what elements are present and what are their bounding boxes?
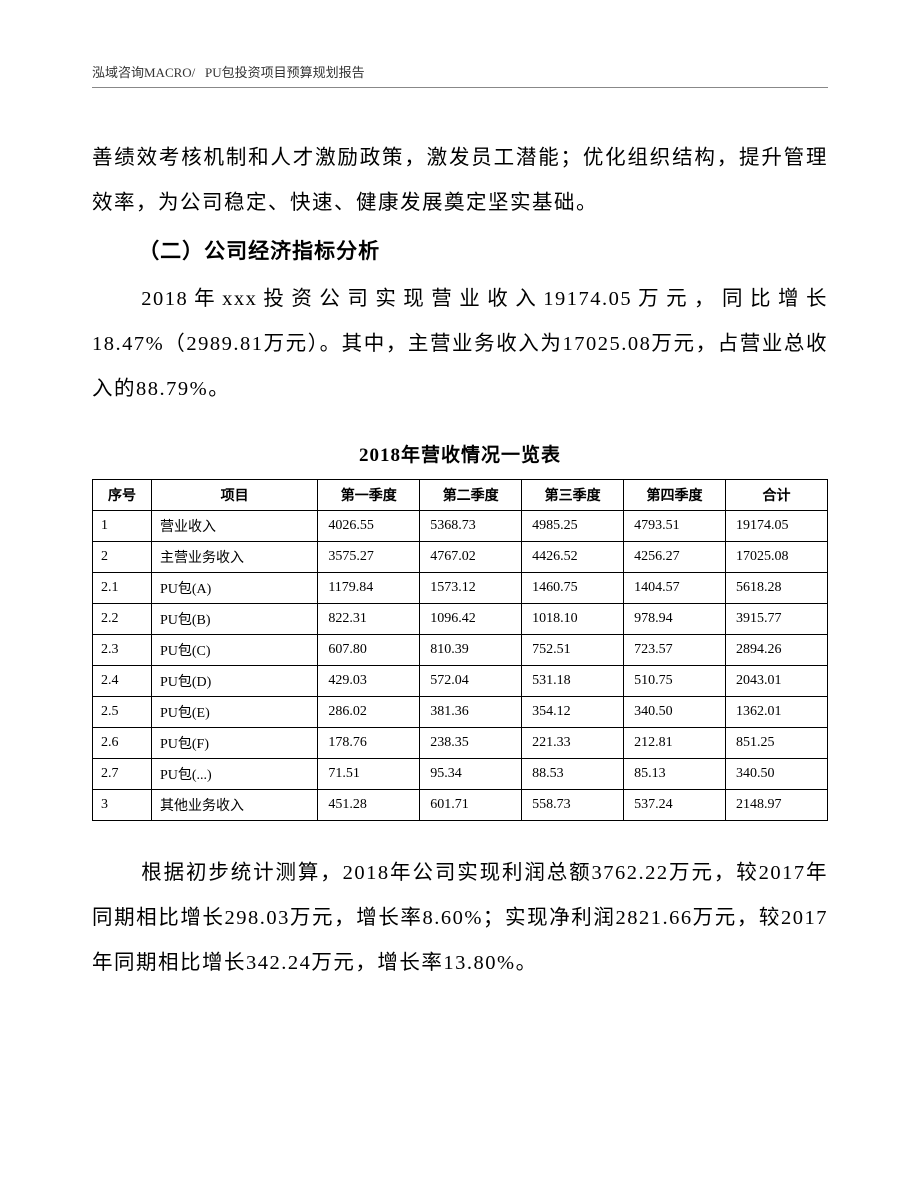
table-cell-item: PU包(B): [152, 603, 318, 634]
table-cell-q3: 4426.52: [522, 541, 624, 572]
th-q3: 第三季度: [522, 479, 624, 510]
table-cell-q2: 1096.42: [420, 603, 522, 634]
table-cell-item: 其他业务收入: [152, 789, 318, 820]
table-cell-q3: 1018.10: [522, 603, 624, 634]
table-cell-q1: 822.31: [318, 603, 420, 634]
table-cell-q3: 1460.75: [522, 572, 624, 603]
paragraph-1: 善绩效考核机制和人才激励政策，激发员工潜能；优化组织结构，提升管理效率，为公司稳…: [92, 136, 828, 226]
table-cell-item: PU包(C): [152, 634, 318, 665]
table-cell-q1: 451.28: [318, 789, 420, 820]
table-cell-q4: 978.94: [624, 603, 726, 634]
table-row: 2.2PU包(B)822.311096.421018.10978.943915.…: [93, 603, 828, 634]
table-cell-q3: 531.18: [522, 665, 624, 696]
table-cell-q2: 1573.12: [420, 572, 522, 603]
table-cell-q3: 221.33: [522, 727, 624, 758]
table-cell-q3: 558.73: [522, 789, 624, 820]
table-cell-q3: 354.12: [522, 696, 624, 727]
table-cell-q1: 178.76: [318, 727, 420, 758]
table-cell-total: 5618.28: [726, 572, 828, 603]
header-company: 泓域咨询MACRO/: [92, 65, 195, 80]
table-cell-q2: 238.35: [420, 727, 522, 758]
table-cell-q2: 5368.73: [420, 510, 522, 541]
table-cell-q2: 572.04: [420, 665, 522, 696]
table-cell-q2: 381.36: [420, 696, 522, 727]
table-cell-item: 主营业务收入: [152, 541, 318, 572]
page-header: 泓域咨询MACRO/ PU包投资项目预算规划报告: [92, 62, 828, 81]
th-total: 合计: [726, 479, 828, 510]
table-cell-total: 2148.97: [726, 789, 828, 820]
table-row: 2.4PU包(D)429.03572.04531.18510.752043.01: [93, 665, 828, 696]
table-cell-seq: 1: [93, 510, 152, 541]
table-cell-seq: 2.6: [93, 727, 152, 758]
table-row: 2.1PU包(A)1179.841573.121460.751404.57561…: [93, 572, 828, 603]
table-cell-item: PU包(F): [152, 727, 318, 758]
table-cell-total: 2043.01: [726, 665, 828, 696]
table-row: 1营业收入4026.555368.734985.254793.5119174.0…: [93, 510, 828, 541]
table-cell-q2: 810.39: [420, 634, 522, 665]
table-cell-q1: 3575.27: [318, 541, 420, 572]
table-cell-total: 851.25: [726, 727, 828, 758]
table-cell-q4: 85.13: [624, 758, 726, 789]
table-cell-item: PU包(A): [152, 572, 318, 603]
table-row: 2.6PU包(F)178.76238.35221.33212.81851.25: [93, 727, 828, 758]
table-cell-q4: 723.57: [624, 634, 726, 665]
table-cell-q4: 537.24: [624, 789, 726, 820]
table-cell-q4: 212.81: [624, 727, 726, 758]
table-cell-q2: 95.34: [420, 758, 522, 789]
table-cell-total: 2894.26: [726, 634, 828, 665]
table-cell-seq: 3: [93, 789, 152, 820]
table-cell-q3: 4985.25: [522, 510, 624, 541]
table-cell-seq: 2.3: [93, 634, 152, 665]
table-cell-q2: 601.71: [420, 789, 522, 820]
table-cell-q1: 607.80: [318, 634, 420, 665]
paragraph-3: 根据初步统计测算，2018年公司实现利润总额3762.22万元，较2017年同期…: [92, 851, 828, 986]
table-cell-total: 1362.01: [726, 696, 828, 727]
header-divider: [92, 87, 828, 88]
paragraph-2: 2018年xxx投资公司实现营业收入19174.05万元，同比增长18.47%（…: [92, 277, 828, 412]
table-cell-total: 3915.77: [726, 603, 828, 634]
th-q4: 第四季度: [624, 479, 726, 510]
table-body: 1营业收入4026.555368.734985.254793.5119174.0…: [93, 510, 828, 820]
table-row: 2.5PU包(E)286.02381.36354.12340.501362.01: [93, 696, 828, 727]
table-row: 2.7PU包(...)71.5195.3488.5385.13340.50: [93, 758, 828, 789]
th-q2: 第二季度: [420, 479, 522, 510]
table-cell-seq: 2.2: [93, 603, 152, 634]
th-q1: 第一季度: [318, 479, 420, 510]
table-cell-total: 17025.08: [726, 541, 828, 572]
table-cell-q1: 71.51: [318, 758, 420, 789]
table-cell-q3: 88.53: [522, 758, 624, 789]
table-cell-q1: 286.02: [318, 696, 420, 727]
th-item: 项目: [152, 479, 318, 510]
table-cell-q1: 1179.84: [318, 572, 420, 603]
table-row: 3其他业务收入451.28601.71558.73537.242148.97: [93, 789, 828, 820]
table-cell-q4: 510.75: [624, 665, 726, 696]
revenue-table: 序号 项目 第一季度 第二季度 第三季度 第四季度 合计 1营业收入4026.5…: [92, 479, 828, 821]
table-title: 2018年营收情况一览表: [92, 440, 828, 467]
table-cell-seq: 2.4: [93, 665, 152, 696]
table-cell-q2: 4767.02: [420, 541, 522, 572]
header-doc-title: PU包投资项目预算规划报告: [205, 65, 365, 80]
table-cell-q4: 4256.27: [624, 541, 726, 572]
table-cell-item: 营业收入: [152, 510, 318, 541]
table-cell-item: PU包(...): [152, 758, 318, 789]
table-cell-q3: 752.51: [522, 634, 624, 665]
table-cell-item: PU包(D): [152, 665, 318, 696]
table-cell-q1: 4026.55: [318, 510, 420, 541]
table-cell-q1: 429.03: [318, 665, 420, 696]
table-cell-seq: 2.5: [93, 696, 152, 727]
table-cell-total: 340.50: [726, 758, 828, 789]
table-cell-seq: 2: [93, 541, 152, 572]
table-row: 2主营业务收入3575.274767.024426.524256.2717025…: [93, 541, 828, 572]
table-cell-q4: 1404.57: [624, 572, 726, 603]
section-title: （二）公司经济指标分析: [92, 226, 828, 276]
table-cell-q4: 4793.51: [624, 510, 726, 541]
table-cell-item: PU包(E): [152, 696, 318, 727]
table-row: 2.3PU包(C)607.80810.39752.51723.572894.26: [93, 634, 828, 665]
table-cell-total: 19174.05: [726, 510, 828, 541]
th-seq: 序号: [93, 479, 152, 510]
table-cell-seq: 2.7: [93, 758, 152, 789]
table-cell-q4: 340.50: [624, 696, 726, 727]
table-header-row: 序号 项目 第一季度 第二季度 第三季度 第四季度 合计: [93, 479, 828, 510]
table-cell-seq: 2.1: [93, 572, 152, 603]
